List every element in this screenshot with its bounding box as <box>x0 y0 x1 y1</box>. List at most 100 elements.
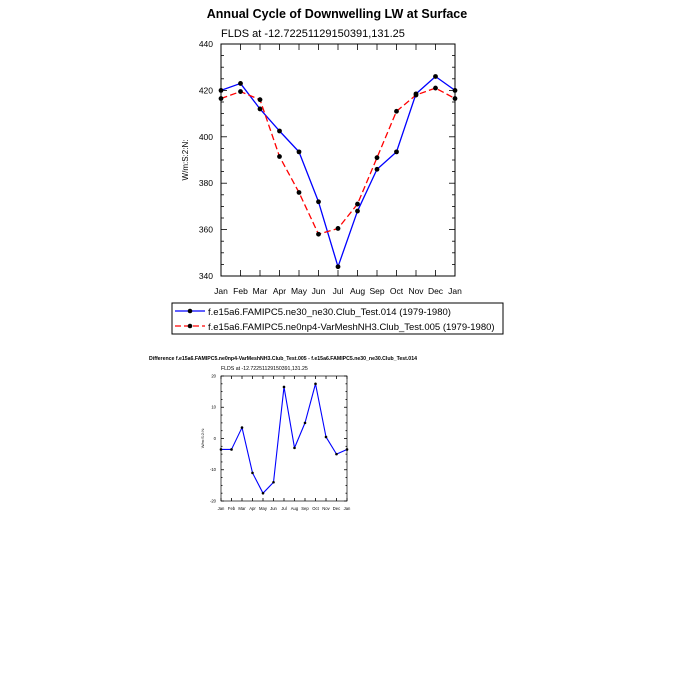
main-chart-subtitle: FLDS at -12.72251129150391,131.25 <box>221 28 405 40</box>
series-1-point <box>452 88 458 93</box>
difference-chart: Difference f.e15a6.FAMIPC5.ne0np4-VarMes… <box>149 356 417 511</box>
xtick-label: Jul <box>333 286 344 296</box>
main-chart-ylabel: W/m:S:2:N: <box>181 140 190 181</box>
xtick-label: Oct <box>390 286 404 296</box>
xtick-label: Mar <box>238 506 246 511</box>
xtick-label: Aug <box>291 506 299 511</box>
xtick-label: Feb <box>228 506 236 511</box>
series-1-point <box>316 199 321 205</box>
xtick-label: Nov <box>322 506 330 511</box>
difference-chart-subtitle: FLDS at -12.72251129150391,131.25 <box>221 366 308 372</box>
series-2-point <box>296 190 302 195</box>
xtick-label: May <box>291 286 308 296</box>
series-1-point <box>394 149 399 155</box>
series-2-point <box>374 155 380 161</box>
series-1-point <box>251 471 254 475</box>
xtick-label: Jan <box>218 506 225 511</box>
series-1-point <box>230 448 233 451</box>
main-chart-ytick-labels: 340 360 380 400 420 440 <box>199 39 213 281</box>
series-1-point <box>296 149 302 155</box>
ytick-label: 340 <box>199 271 213 281</box>
xtick-label: Nov <box>408 286 424 296</box>
series-1-point <box>335 264 341 270</box>
series-1-point <box>272 480 275 484</box>
xtick-label: Jun <box>312 286 326 296</box>
series-line-1 <box>220 75 456 268</box>
series-1-point <box>314 382 317 386</box>
series-1-point <box>218 88 224 93</box>
xtick-label: Apr <box>249 506 256 511</box>
xtick-label: Feb <box>233 286 248 296</box>
ytick-label: 0 <box>214 436 217 441</box>
series-2-point <box>316 231 321 237</box>
xtick-label: Apr <box>273 286 286 296</box>
series-2-point <box>218 96 224 101</box>
ytick-label: -20 <box>210 498 217 503</box>
series-1-point <box>240 426 244 429</box>
difference-chart-series <box>219 382 349 495</box>
legend-marker-series-2 <box>187 323 193 329</box>
legend-marker-series-1 <box>187 308 193 314</box>
series-2-point <box>433 85 438 91</box>
legend: f.e15a6.FAMIPC5.ne30_ne30.Club_Test.014 … <box>171 302 504 335</box>
series-1-point <box>355 208 360 214</box>
ytick-label: -10 <box>210 467 217 472</box>
series-1-point <box>238 81 243 86</box>
series-1-point <box>374 166 380 172</box>
difference-chart-ticks <box>220 375 348 502</box>
main-chart-plot-frame <box>220 43 456 277</box>
series-1-point <box>335 452 338 456</box>
legend-box <box>171 302 504 335</box>
xtick-label: Sep <box>301 506 309 511</box>
xtick-label: Oct <box>312 506 319 511</box>
series-2-point <box>257 97 263 103</box>
legend-label-series-1: f.e15a6.FAMIPC5.ne30_ne30.Club_Test.014 … <box>208 307 451 318</box>
series-1-point <box>324 435 328 439</box>
main-chart-xtick-labels: Jan Feb Mar Apr May Jun Jul Aug Sep Oct Nov Dec Jan <box>214 286 462 296</box>
difference-chart-plot-frame <box>220 375 348 502</box>
main-chart-ticks <box>220 43 456 277</box>
difference-chart-title: Difference f.e15a6.FAMIPC5.ne0np4-VarMes… <box>149 356 417 362</box>
series-line-2 <box>220 87 456 235</box>
series-1-point <box>345 448 349 451</box>
series-1-point <box>433 74 438 79</box>
series-1-point <box>282 385 286 389</box>
main-chart-title: Annual Cycle of Downwelling LW at Surfac… <box>207 7 467 21</box>
xtick-label: Aug <box>350 286 365 296</box>
series-2-point <box>355 201 360 207</box>
series-1-point <box>261 491 265 495</box>
xtick-label: Mar <box>253 286 268 296</box>
ytick-label: 20 <box>211 373 216 378</box>
ytick-label: 10 <box>211 405 216 410</box>
series-2-point <box>238 89 243 94</box>
series-2-point <box>277 154 282 159</box>
series-1-point <box>219 448 223 451</box>
ytick-label: 420 <box>199 85 213 95</box>
difference-chart-ylabel: W/m:S:2:N: <box>200 428 205 448</box>
xtick-label: Jan <box>448 286 462 296</box>
series-2-point <box>452 96 458 101</box>
xtick-label: Jun <box>270 506 277 511</box>
series-2-point <box>413 92 419 98</box>
xtick-label: Jan <box>214 286 228 296</box>
series-2-point <box>335 226 341 231</box>
xtick-label: Jul <box>281 506 286 511</box>
ytick-label: 360 <box>199 225 213 235</box>
difference-chart-ytick-labels: -20 -10 0 10 20 <box>210 373 217 503</box>
series-1-point <box>257 106 263 112</box>
series-1-point <box>277 128 282 134</box>
series-line-1 <box>221 383 348 494</box>
legend-label-series-2: f.e15a6.FAMIPC5.ne0np4-VarMeshNH3.Club_T… <box>208 322 495 333</box>
main-chart-series <box>218 74 458 270</box>
series-2-point <box>394 108 399 114</box>
ytick-label: 400 <box>199 132 213 142</box>
xtick-label: May <box>259 506 268 511</box>
difference-chart-xtick-labels: Jan Feb Mar Apr May Jun Jul Aug Sep Oct Nov Dec Jan <box>218 506 351 511</box>
xtick-label: Jan <box>344 506 351 511</box>
ytick-label: 380 <box>199 178 213 188</box>
ytick-label: 440 <box>199 39 213 49</box>
xtick-label: Dec <box>428 286 444 296</box>
main-chart: Annual Cycle of Downwelling LW at Surfac… <box>181 7 467 296</box>
xtick-label: Dec <box>333 506 340 511</box>
